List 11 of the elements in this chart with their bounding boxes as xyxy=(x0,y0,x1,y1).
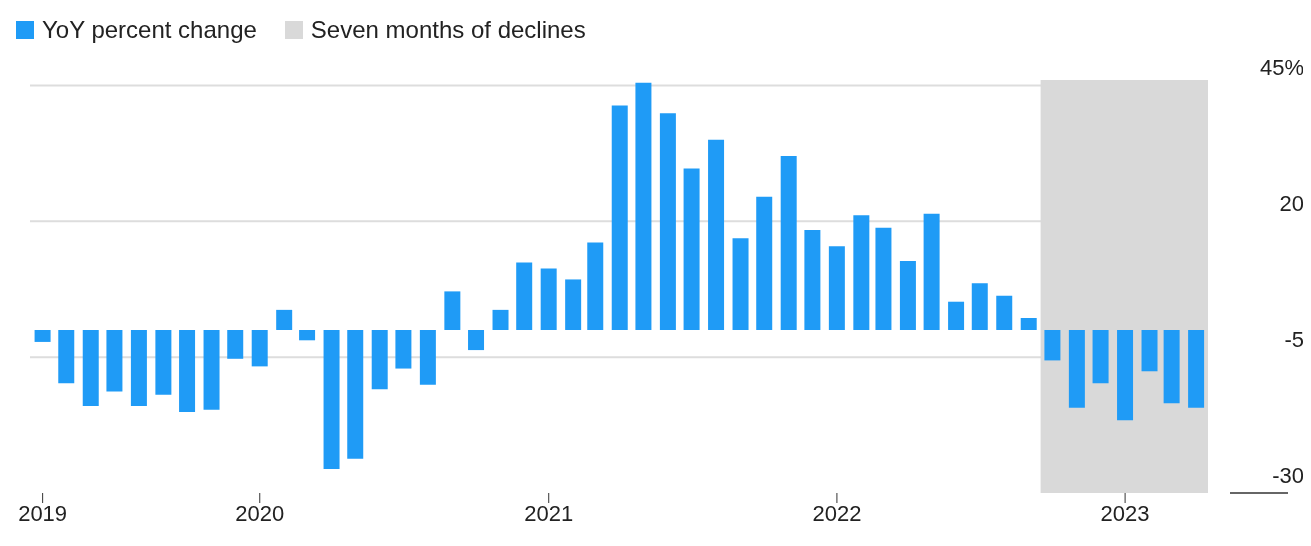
x-tick-label: 2022 xyxy=(812,500,862,526)
y-tick-label: 45% xyxy=(1259,55,1304,81)
x-tick-label: 2019 xyxy=(18,500,68,526)
x-tick-label: 2020 xyxy=(235,500,285,526)
y-tick-label: -5 xyxy=(1284,327,1304,353)
y-tick-label: -30 xyxy=(1272,463,1304,488)
x-tick-label: 2021 xyxy=(524,500,574,526)
y-tick-label: 20 xyxy=(1279,191,1304,217)
legend-label: Seven months of declines xyxy=(310,16,586,44)
legend-label: YoY percent change xyxy=(42,16,257,44)
x-tick-label: 2023 xyxy=(1100,500,1150,526)
